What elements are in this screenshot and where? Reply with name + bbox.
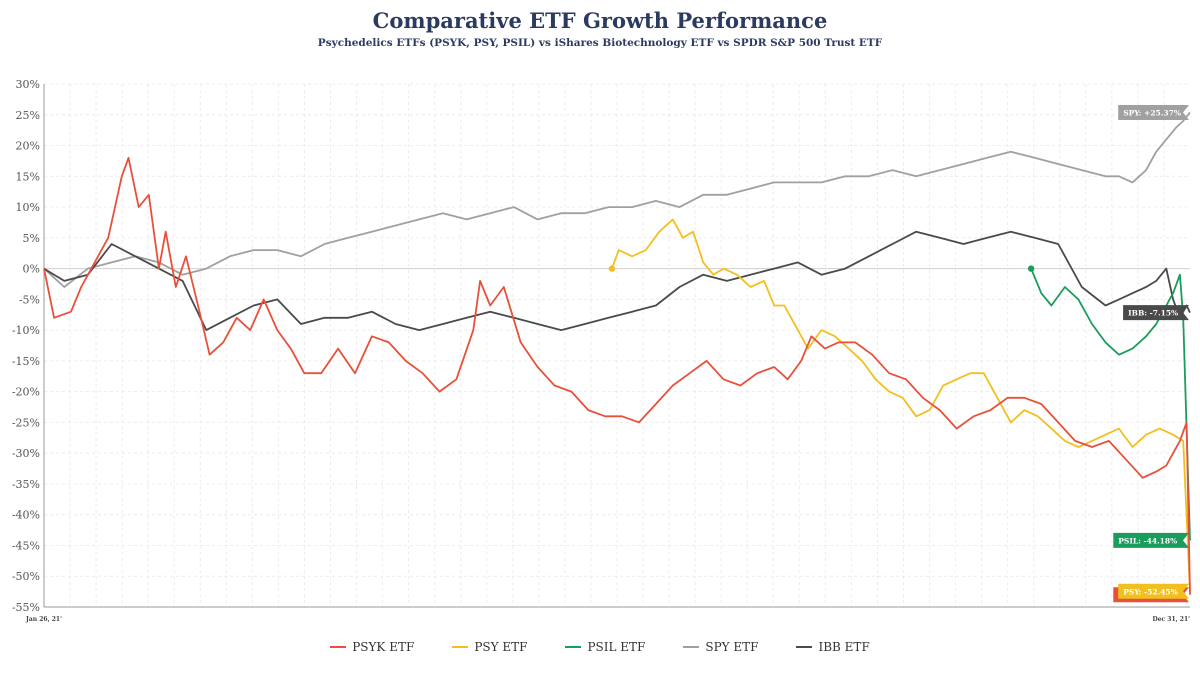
- end-label-psil: PSIL: -44.18%: [1118, 536, 1177, 545]
- y-tick-label: 15%: [16, 170, 40, 183]
- legend-item-psyk: PSYK ETF: [330, 640, 414, 654]
- y-tick-label: 5%: [23, 232, 40, 245]
- end-label-spy: SPY: +25.37%: [1123, 108, 1181, 117]
- legend-swatch-ibb: [796, 646, 813, 648]
- series-start-dot-psil: [1027, 265, 1035, 272]
- legend-label-ibb: IBB ETF: [818, 640, 870, 654]
- legend-swatch-psy: [452, 646, 469, 648]
- y-tick-label: -20%: [12, 386, 40, 399]
- legend-label-psil: PSIL ETF: [587, 640, 646, 654]
- y-tick-label: -5%: [19, 293, 40, 306]
- y-tick-label: 25%: [16, 109, 40, 122]
- series-start-dot-psy: [608, 265, 616, 272]
- end-label-badge-psy: [1118, 583, 1189, 599]
- y-tick-label: -25%: [12, 416, 40, 429]
- legend-swatch-psyk: [330, 646, 347, 648]
- series-line-ibb: [43, 230, 1191, 331]
- end-label-badge-ibb: [1123, 305, 1189, 321]
- end-label-ibb: IBB: -7.15%: [1128, 309, 1178, 318]
- y-tick-label: 10%: [16, 201, 40, 214]
- legend-item-psil: PSIL ETF: [565, 640, 645, 654]
- y-tick-label: -15%: [12, 355, 40, 368]
- chart-legend: PSYK ETF PSY ETF PSIL ETF SPY ETF IBB ETF: [0, 640, 1200, 654]
- y-tick-label: -10%: [12, 324, 40, 337]
- end-label-psy: PSY: -52.45%: [1123, 587, 1178, 596]
- y-tick-label: -35%: [12, 478, 40, 491]
- end-label-badge-spy: [1118, 104, 1189, 120]
- y-tick-label: 0%: [23, 263, 40, 276]
- series-line-spy: [43, 111, 1191, 288]
- y-tick-label: -50%: [12, 570, 40, 583]
- chart-title: Comparative ETF Growth Performance: [372, 8, 828, 33]
- series-line-psil: [1030, 268, 1191, 541]
- end-label-badge-psil: [1113, 532, 1189, 548]
- legend-item-spy: SPY ETF: [683, 640, 758, 654]
- legend-item-ibb: IBB ETF: [796, 640, 870, 654]
- legend-label-spy: SPY ETF: [705, 640, 759, 654]
- y-tick-label: -45%: [12, 539, 40, 552]
- y-tick-label: 30%: [16, 78, 40, 91]
- chart-subtitle: Psychedelics ETFs (PSYK, PSY, PSIL) vs i…: [317, 37, 883, 49]
- series-line-psy: [611, 218, 1191, 592]
- y-tick-label: -40%: [12, 509, 40, 522]
- x-tick-label-start: Jan 26, 21': [25, 616, 62, 623]
- y-tick-label: 20%: [16, 140, 40, 153]
- x-tick-label-end: Dec 31, 21': [1153, 616, 1191, 623]
- legend-label-psy: PSY ETF: [474, 640, 528, 654]
- legend-swatch-psil: [565, 646, 582, 648]
- legend-label-psyk: PSYK ETF: [352, 640, 415, 654]
- legend-item-psy: PSY ETF: [452, 640, 527, 654]
- legend-swatch-spy: [683, 646, 700, 648]
- y-tick-label: -30%: [12, 447, 40, 460]
- y-tick-label: -55%: [12, 601, 40, 614]
- series-line-psyk: [43, 156, 1191, 595]
